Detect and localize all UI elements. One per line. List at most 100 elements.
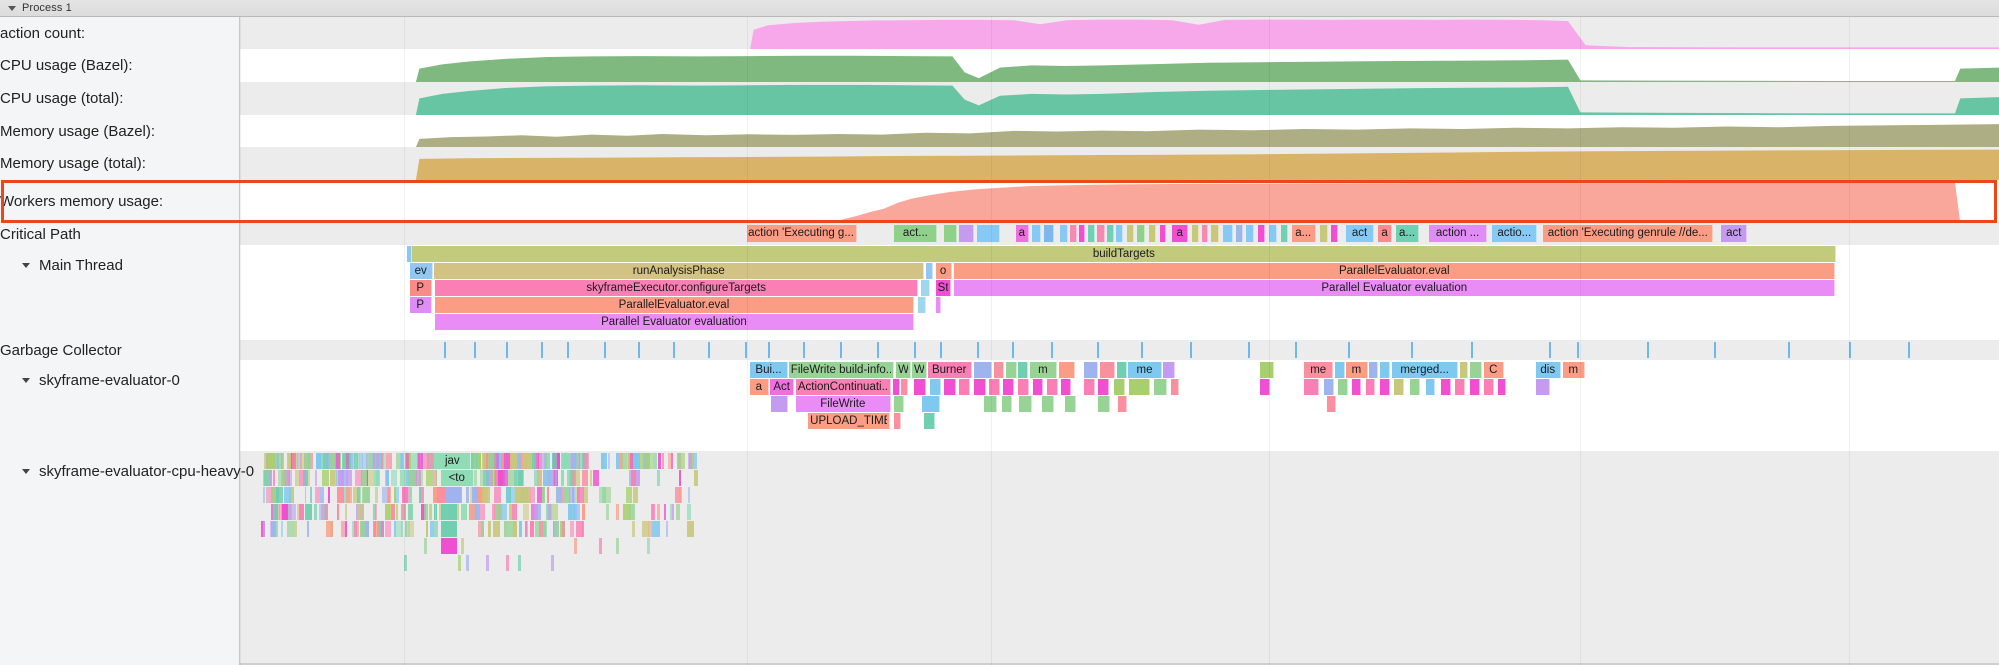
cpu-heavy-slice[interactable] xyxy=(460,538,464,554)
cpu-heavy-slice[interactable] xyxy=(629,453,634,469)
cpu-heavy-slice[interactable] xyxy=(543,470,550,486)
cpu-heavy-slice[interactable] xyxy=(385,453,392,469)
critical-path-slice[interactable] xyxy=(1269,225,1277,242)
gc-event-tick[interactable] xyxy=(1050,342,1053,358)
cpu-heavy-slice[interactable] xyxy=(651,504,655,520)
lane-skyframe-evaluator-cpu-heavy-0[interactable]: jav <to xyxy=(240,451,1999,665)
skyframe-evaluator-slice[interactable] xyxy=(1170,379,1180,395)
gc-event-tick[interactable] xyxy=(1096,342,1099,358)
skyframe-evaluator-slice[interactable]: Burner xyxy=(927,362,972,378)
skyframe-evaluator-slice[interactable] xyxy=(901,379,908,395)
cpu-heavy-slice[interactable] xyxy=(426,470,434,486)
cpu-heavy-slice[interactable] xyxy=(269,453,276,469)
cpu-heavy-slice[interactable] xyxy=(579,453,584,469)
cpu-heavy-slice[interactable] xyxy=(678,470,681,486)
lane-action-count[interactable] xyxy=(240,17,1999,49)
skyframe-evaluator-slice[interactable] xyxy=(1469,362,1482,378)
critical-path-slice[interactable] xyxy=(1210,225,1219,242)
skyframe-evaluator-slice[interactable]: W xyxy=(896,362,912,378)
cpu-heavy-slice[interactable] xyxy=(505,487,511,503)
cpu-heavy-slice[interactable] xyxy=(302,470,306,486)
cpu-heavy-slice[interactable] xyxy=(615,453,621,469)
cpu-heavy-slice[interactable] xyxy=(562,487,570,503)
cpu-heavy-slice[interactable] xyxy=(631,470,636,486)
triangle-down-icon[interactable] xyxy=(22,468,30,474)
skyframe-evaluator-slice[interactable]: m xyxy=(1029,362,1058,378)
cpu-heavy-slice[interactable] xyxy=(547,487,550,503)
cpu-heavy-slice[interactable] xyxy=(600,453,607,469)
cpu-heavy-slice[interactable] xyxy=(582,504,586,520)
skyframe-evaluator-slice[interactable] xyxy=(1379,379,1390,395)
cpu-heavy-slice[interactable] xyxy=(438,504,443,520)
cpu-heavy-slice[interactable] xyxy=(503,453,511,469)
cpu-heavy-slice[interactable] xyxy=(356,487,360,503)
cpu-heavy-slice[interactable] xyxy=(346,453,350,469)
cpu-heavy-slice[interactable] xyxy=(485,555,489,571)
cpu-heavy-slice[interactable] xyxy=(556,521,560,537)
critical-path-slice[interactable] xyxy=(1087,225,1095,242)
cpu-heavy-slice[interactable] xyxy=(403,555,407,571)
cpu-heavy-slice[interactable] xyxy=(375,487,378,503)
cpu-heavy-slice[interactable] xyxy=(369,453,374,469)
cpu-heavy-slice[interactable] xyxy=(647,521,653,537)
cpu-heavy-slice[interactable] xyxy=(329,470,337,486)
cpu-heavy-slice[interactable] xyxy=(476,487,484,503)
cpu-heavy-slice[interactable] xyxy=(488,521,491,537)
triangle-down-icon[interactable] xyxy=(22,262,30,268)
cpu-heavy-slice[interactable] xyxy=(424,538,428,554)
cpu-heavy-slice[interactable] xyxy=(440,504,457,520)
skyframe-evaluator-slice[interactable]: me xyxy=(1304,362,1334,378)
cpu-heavy-slice[interactable] xyxy=(538,453,543,469)
cpu-heavy-slice[interactable] xyxy=(269,470,272,486)
cpu-heavy-slice[interactable] xyxy=(496,453,500,469)
main-thread-slice[interactable]: Parallel Evaluator evaluation xyxy=(435,314,914,330)
cpu-heavy-slice[interactable] xyxy=(402,504,407,520)
cpu-heavy-slice[interactable] xyxy=(287,521,295,537)
cpu-heavy-slice[interactable] xyxy=(632,521,636,537)
cpu-heavy-slice[interactable] xyxy=(652,453,657,469)
cpu-heavy-slice[interactable] xyxy=(646,538,650,554)
cpu-heavy-slice[interactable] xyxy=(315,487,321,503)
cpu-heavy-slice[interactable] xyxy=(277,470,286,486)
cpu-heavy-slice[interactable] xyxy=(480,521,484,537)
skyframe-evaluator-slice[interactable] xyxy=(1006,362,1017,378)
cpu-heavy-slice[interactable] xyxy=(286,504,293,520)
cpu-heavy-slice[interactable] xyxy=(396,453,402,469)
skyframe-evaluator-slice[interactable] xyxy=(1323,379,1335,395)
main-thread-slice[interactable]: buildTargets xyxy=(412,246,1837,262)
main-thread-slice[interactable] xyxy=(920,280,930,296)
cpu-heavy-slice[interactable] xyxy=(352,487,359,503)
cpu-heavy-slice[interactable] xyxy=(262,487,265,503)
skyframe-evaluator-slice[interactable]: a xyxy=(750,379,769,395)
main-thread-slice[interactable]: ParallelEvaluator.eval xyxy=(435,297,914,313)
main-thread-slice[interactable]: St xyxy=(935,280,951,296)
cpu-heavy-slice[interactable] xyxy=(340,521,346,537)
cpu-heavy-slice[interactable] xyxy=(520,487,528,503)
cpu-heavy-slice[interactable] xyxy=(510,453,517,469)
cpu-heavy-slice[interactable] xyxy=(648,453,654,469)
critical-path-slice[interactable]: act... xyxy=(894,225,938,242)
gc-event-tick[interactable] xyxy=(473,342,476,358)
cpu-heavy-slice[interactable] xyxy=(569,487,576,503)
cpu-heavy-slice[interactable] xyxy=(287,453,292,469)
cpu-heavy-slice[interactable] xyxy=(287,470,292,486)
skyframe-evaluator-slice[interactable] xyxy=(1084,362,1099,378)
cpu-heavy-slice[interactable] xyxy=(273,470,276,486)
cpu-heavy-slice[interactable] xyxy=(530,521,534,537)
cpu-heavy-slice[interactable] xyxy=(362,487,370,503)
cpu-heavy-slice[interactable] xyxy=(262,521,265,537)
main-thread-slice[interactable]: P xyxy=(409,280,432,296)
lane-workers-memory-usage[interactable] xyxy=(240,180,1999,223)
cpu-heavy-slice[interactable] xyxy=(491,504,495,520)
cpu-heavy-slice[interactable] xyxy=(533,504,539,520)
cpu-heavy-slice[interactable] xyxy=(270,487,276,503)
skyframe-evaluator-slice[interactable] xyxy=(959,379,970,395)
skyframe-evaluator-slice[interactable] xyxy=(1042,396,1054,412)
cpu-heavy-slice[interactable] xyxy=(420,504,426,520)
gc-event-tick[interactable] xyxy=(1295,342,1298,358)
cpu-heavy-slice[interactable] xyxy=(316,453,321,469)
critical-path-slice[interactable] xyxy=(1126,225,1134,242)
cpu-heavy-slice[interactable] xyxy=(593,470,600,486)
skyframe-evaluator-slice[interactable] xyxy=(1425,379,1436,395)
cpu-heavy-slice[interactable] xyxy=(652,521,660,537)
